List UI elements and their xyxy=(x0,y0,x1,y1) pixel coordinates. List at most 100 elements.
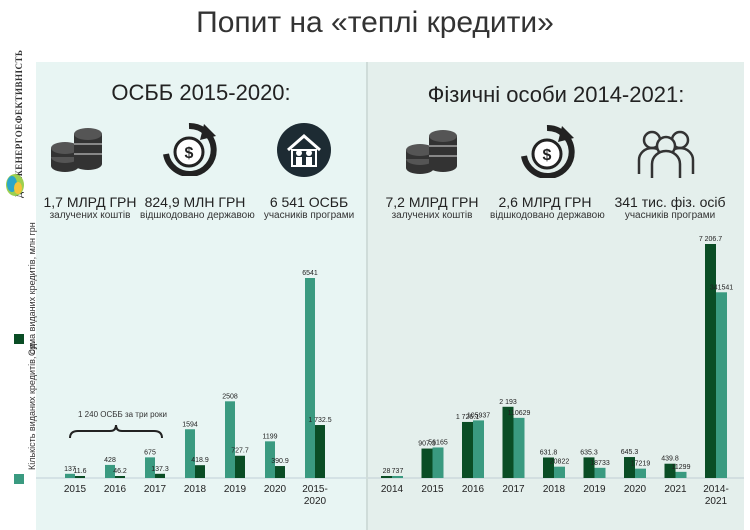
data-label-individuals-s0-2017: 2 193 xyxy=(499,399,517,406)
data-label-osbb-s1-2015-2020: 1 732.5 xyxy=(308,417,331,424)
data-label-osbb-s1-2017: 137.3 xyxy=(151,466,169,473)
bar-individuals-s0-2017 xyxy=(502,406,514,478)
tick-label-individuals-2021: 2021 xyxy=(664,484,687,495)
tick-label-individuals-2018: 2018 xyxy=(543,484,566,495)
data-label-osbb-s0-2015: 137 xyxy=(64,466,76,473)
refund-coin-icon: $ xyxy=(521,124,575,178)
bar-osbb-s0-2016 xyxy=(105,464,115,478)
tick-label-individuals-2015: 2015 xyxy=(421,484,444,495)
tick-label-osbb-2016: 2016 xyxy=(104,484,127,495)
bar-osbb-s0-2017 xyxy=(145,457,155,478)
bar-individuals-s0-2015 xyxy=(421,448,433,478)
data-label-individuals-s0-2015: 907.3 xyxy=(418,441,436,448)
agency-logo-icon xyxy=(6,174,24,196)
bar-osbb-s1-2017 xyxy=(155,473,165,478)
bar-osbb-s0-2015-2020 xyxy=(305,278,315,478)
data-label-individuals-s1-2014-2021: 341541 xyxy=(710,284,733,291)
svg-text:$: $ xyxy=(543,147,552,164)
osbb-stat-refunded-caption: відшкодовано державою xyxy=(140,210,255,221)
svg-text:$: $ xyxy=(185,145,194,162)
brace-annotation xyxy=(69,424,163,439)
bar-osbb-s0-2019 xyxy=(225,401,235,478)
bar-individuals-s1-2019 xyxy=(594,467,606,478)
legend-count-swatch xyxy=(14,474,24,484)
bar-individuals-s0-2014-2021 xyxy=(705,244,716,478)
tick-label-osbb-2015: 2015 xyxy=(64,484,87,495)
data-label-individuals-s1-2020: 17219 xyxy=(631,461,651,468)
individuals-stat-participants: 341 тис. фіз. осіб xyxy=(614,194,726,210)
legend-amount-swatch xyxy=(14,334,24,344)
bar-individuals-s1-2015 xyxy=(432,447,444,478)
tick-label-individuals-2019: 2019 xyxy=(583,484,606,495)
tick-label-individuals-2016: 2016 xyxy=(462,484,485,495)
osbb-stat-raised: 1,7 МЛРД ГРН xyxy=(43,194,137,210)
data-label-osbb-s0-2020: 1199 xyxy=(262,433,277,440)
data-label-individuals-s0-2020: 645.3 xyxy=(621,449,639,456)
data-label-individuals-s1-2017: 110629 xyxy=(508,410,531,417)
tick-label-individuals-2014: 2014 xyxy=(381,484,404,495)
bar-osbb-s1-2015 xyxy=(75,476,85,478)
data-label-osbb-s1-2020: 390.9 xyxy=(271,458,289,465)
bar-osbb-s0-2020 xyxy=(265,441,275,478)
bar-individuals-s1-2014 xyxy=(392,476,403,478)
data-label-osbb-s0-2018: 1594 xyxy=(182,421,198,428)
house-family-icon xyxy=(277,123,331,177)
osbb-stat-participants-caption: учасників програми xyxy=(263,210,355,221)
page-title: Попит на «теплі кредити» xyxy=(196,6,554,39)
osbb-stat-participants: 6 541 ОСББ xyxy=(269,194,349,210)
data-label-osbb-s1-2019: 727.7 xyxy=(231,448,249,455)
coins-icon xyxy=(51,128,102,172)
bar-osbb-s0-2018 xyxy=(185,429,195,478)
individuals-stat-raised-caption: залучених коштів xyxy=(391,210,473,221)
tick-label-osbb-2018: 2018 xyxy=(184,484,207,495)
bar-individuals-s0-2020 xyxy=(624,457,635,478)
bar-osbb-s1-2016 xyxy=(115,476,125,478)
data-label-individuals-s0-2021: 439.8 xyxy=(661,456,679,463)
data-label-osbb-s0-2017: 675 xyxy=(144,449,156,456)
bar-individuals-s1-2021 xyxy=(675,471,687,478)
data-label-individuals-s0-2014: 28 xyxy=(383,468,391,475)
data-label-osbb-s0-2016: 428 xyxy=(104,457,116,464)
individuals-stat-refunded-caption: відшкодовано державою xyxy=(490,210,605,221)
data-label-osbb-s0-2019: 2508 xyxy=(222,393,238,400)
bar-individuals-s0-2019 xyxy=(583,457,595,478)
tick-label-individuals-2017: 2017 xyxy=(502,484,525,495)
tick-label-individuals-2014-2021: 2014-2021 xyxy=(703,484,729,507)
individuals-title: Фізичні особи 2014-2021: xyxy=(427,82,685,107)
data-label-individuals-s1-2021: 11299 xyxy=(672,464,691,471)
individuals-stat-participants-caption: учасників програми xyxy=(624,210,716,221)
bar-osbb-s1-2015-2020 xyxy=(315,425,325,478)
tick-label-osbb-2015-2020: 2015-2020 xyxy=(302,484,328,507)
data-label-individuals-s1-2019: 18733 xyxy=(590,460,610,467)
data-label-osbb-s0-2015-2020: 6541 xyxy=(302,270,318,277)
panel-divider xyxy=(366,62,368,530)
data-label-individuals-s0-2019: 635.3 xyxy=(580,449,598,456)
bar-individuals-s1-2014-2021 xyxy=(716,292,727,478)
data-label-individuals-s1-2015: 56165 xyxy=(428,439,448,446)
individuals-stat-raised: 7,2 МЛРД ГРН xyxy=(385,194,479,210)
bar-individuals-s1-2018 xyxy=(554,466,565,478)
data-label-individuals-s0-2018: 631.8 xyxy=(540,449,558,456)
bar-osbb-s1-2020 xyxy=(275,466,285,478)
bar-individuals-s1-2017 xyxy=(513,417,525,478)
brace-annotation-label: 1 240 ОСББ за три роки xyxy=(78,410,167,419)
tick-label-osbb-2020: 2020 xyxy=(264,484,287,495)
osbb-title: ОСББ 2015-2020: xyxy=(111,80,291,105)
bar-osbb-s0-2015 xyxy=(65,473,75,478)
data-label-osbb-s1-2015: 11.6 xyxy=(73,468,86,475)
tick-label-osbb-2019: 2019 xyxy=(224,484,247,495)
bar-osbb-s1-2019 xyxy=(235,455,245,478)
data-label-individuals-s0-2014-2021: 7 206.7 xyxy=(699,236,722,243)
osbb-stat-refunded: 824,9 МЛН ГРН xyxy=(144,194,246,210)
bar-individuals-s0-2018 xyxy=(543,457,554,478)
individuals-stat-refunded: 2,6 МЛРД ГРН xyxy=(498,194,592,210)
data-label-individuals-s0-2016: 1 726.1 xyxy=(456,414,479,421)
data-label-osbb-s1-2018: 418.9 xyxy=(191,457,209,464)
bar-individuals-s0-2014 xyxy=(381,476,392,478)
bar-individuals-s0-2016 xyxy=(462,421,473,478)
data-label-individuals-s1-2016: 105937 xyxy=(467,412,490,419)
data-label-individuals-s1-2014: 737 xyxy=(392,468,404,475)
bar-individuals-s1-2020 xyxy=(635,468,646,478)
data-label-osbb-s1-2016: 46.2 xyxy=(113,468,127,475)
